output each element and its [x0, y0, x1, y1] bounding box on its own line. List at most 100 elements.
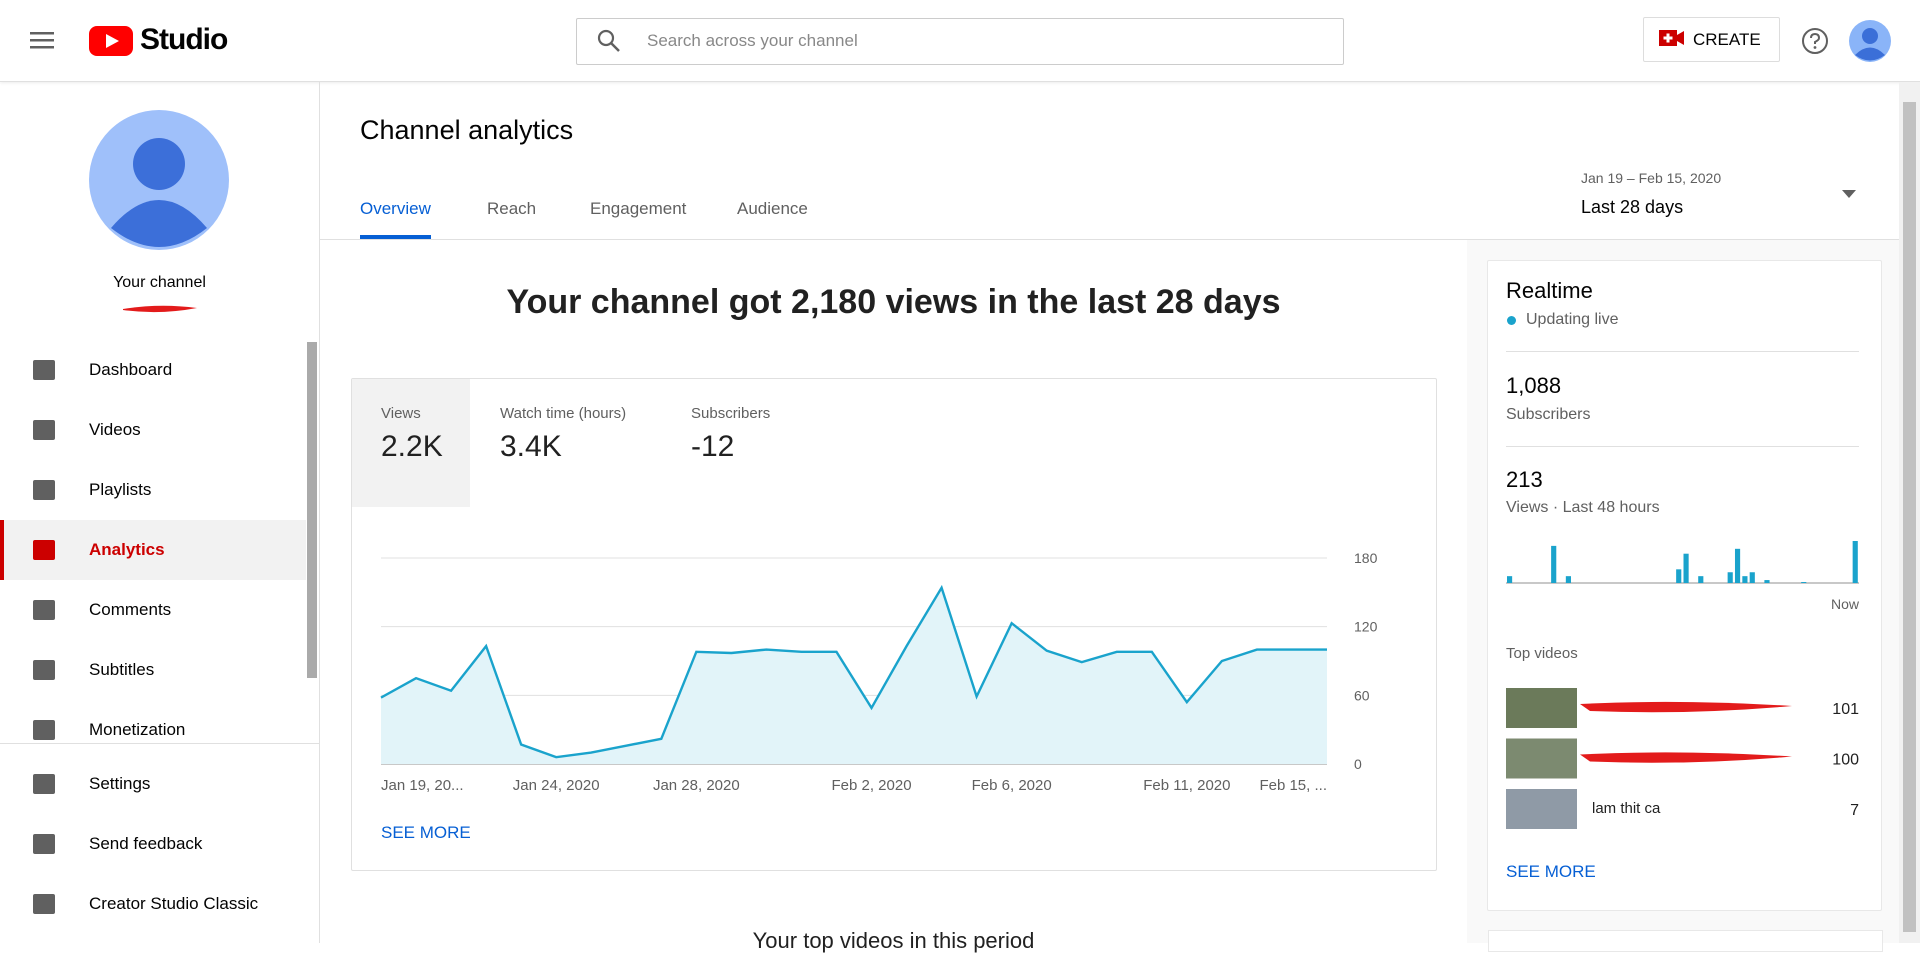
nav-icon	[33, 420, 55, 440]
realtime-bar	[1801, 582, 1807, 583]
top-bar	[0, 0, 1920, 82]
logo-icon[interactable]	[89, 26, 135, 58]
nav-icon	[33, 360, 55, 380]
metric-value[interactable]: -12	[691, 430, 735, 463]
tab[interactable]: Engagement	[590, 199, 687, 218]
video-thumbnail	[1506, 789, 1577, 829]
metric-selected-bg	[352, 379, 470, 507]
nav-item[interactable]: Dashboard	[89, 360, 173, 379]
logo-text: Studio	[140, 23, 228, 56]
analytics-card	[351, 378, 1437, 871]
realtime-bar	[1742, 576, 1748, 583]
realtime-bar	[1565, 576, 1571, 583]
tab[interactable]: Audience	[737, 199, 808, 218]
nav-item[interactable]: Send feedback	[89, 834, 203, 853]
nav-item[interactable]: Comments	[89, 600, 172, 619]
metric-value[interactable]: 2.2K	[381, 430, 443, 463]
nav-icon	[33, 774, 55, 794]
redaction	[1580, 701, 1792, 713]
date-range: Jan 19 – Feb 15, 2020	[1581, 170, 1722, 186]
nav-item[interactable]: Subtitles	[89, 660, 155, 679]
nav-icon	[33, 480, 55, 500]
channel-label: Your channel	[113, 274, 206, 291]
line	[380, 584, 1327, 759]
period: Last 28 days	[1581, 197, 1684, 217]
create-button[interactable]	[1643, 17, 1780, 62]
realtime-see-more[interactable]: SEE MORE	[1506, 862, 1596, 881]
nav-item[interactable]: Analytics	[89, 540, 165, 559]
nav-item[interactable]: Settings	[89, 774, 151, 793]
views-label: Views · Last 48 hours	[1506, 499, 1660, 516]
period-dropdown[interactable]	[1842, 190, 1856, 198]
y-tick-label: 180	[1354, 550, 1378, 566]
channel-avatar[interactable]	[89, 110, 229, 250]
x-tick-label: Feb 11, 2020	[1143, 777, 1230, 794]
video-title[interactable]: lam thit ca	[1592, 800, 1661, 817]
metric-value[interactable]: 3.4K	[500, 430, 562, 463]
search-icon	[597, 29, 620, 52]
divider	[320, 239, 1899, 240]
nav-item[interactable]: Monetization	[89, 720, 186, 739]
sidebar-scrollbar[interactable]	[307, 342, 317, 678]
subscriber-label: Subscribers	[1506, 406, 1591, 423]
video-views: 100	[1832, 752, 1859, 769]
x-tick-label: Jan 24, 2020	[513, 777, 600, 794]
nav-item[interactable]: Creator Studio Classic	[89, 894, 259, 913]
metric-label[interactable]: Watch time (hours)	[500, 405, 627, 422]
nav-icon	[33, 660, 55, 680]
video-views: 7	[1850, 802, 1859, 819]
sidebar	[0, 82, 320, 943]
create-icon	[1659, 30, 1684, 46]
area	[381, 587, 1327, 764]
realtime-bar	[1551, 545, 1557, 583]
divider	[1506, 446, 1859, 447]
nav-item[interactable]: Videos	[89, 420, 141, 439]
divider	[0, 743, 319, 744]
headline: Your channel got 2,180 views in the last…	[506, 283, 1281, 321]
x-tick-label: Feb 6, 2020	[972, 777, 1052, 794]
video-thumbnail	[1506, 738, 1577, 779]
create-label: CREATE	[1693, 30, 1761, 49]
metric-label[interactable]: Views	[381, 405, 421, 422]
nav-icon	[33, 720, 55, 740]
nav-icon	[33, 540, 55, 560]
tab[interactable]: Overview	[360, 199, 431, 218]
x-tick-label: Feb 15, ...	[1259, 777, 1327, 794]
nav-item[interactable]: Playlists	[89, 480, 152, 499]
x-tick-label: Jan 28, 2020	[653, 777, 740, 794]
account-avatar[interactable]	[1849, 20, 1891, 62]
subscriber-count: 1,088	[1506, 373, 1562, 398]
redaction	[1580, 752, 1792, 763]
nav-icon	[33, 834, 55, 854]
y-tick-label: 0	[1354, 756, 1362, 772]
menu-button[interactable]	[30, 30, 58, 52]
nav-active-bar	[0, 520, 4, 580]
realtime-status: Updating live	[1526, 311, 1619, 328]
search-box[interactable]	[576, 18, 1344, 65]
page-scrollbar[interactable]	[1899, 82, 1920, 943]
redaction	[123, 305, 197, 313]
tab-underline	[360, 235, 431, 239]
y-tick-label: 120	[1354, 619, 1378, 635]
see-more-link[interactable]: SEE MORE	[381, 823, 471, 842]
realtime-bar	[1676, 569, 1682, 583]
nav-icon	[33, 894, 55, 914]
tab[interactable]: Reach	[487, 199, 537, 218]
search-placeholder: Search across your channel	[647, 31, 858, 50]
top-videos-label: Top videos	[1506, 645, 1578, 662]
realtime-bar	[1507, 576, 1513, 583]
realtime-title: Realtime	[1506, 278, 1593, 303]
divider	[1506, 351, 1859, 352]
x-tick-label: Jan 19, 20...	[381, 777, 464, 794]
help-icon[interactable]	[1801, 27, 1829, 55]
realtime-bar	[1727, 572, 1733, 583]
realtime-bar	[1749, 572, 1755, 583]
nav-icon	[33, 600, 55, 620]
video-views: 101	[1832, 701, 1859, 718]
page-title: Channel analytics	[360, 115, 574, 145]
x-tick-label: Feb 2, 2020	[831, 777, 911, 794]
metric-label[interactable]: Subscribers	[691, 405, 771, 422]
video-thumbnail	[1506, 688, 1577, 728]
